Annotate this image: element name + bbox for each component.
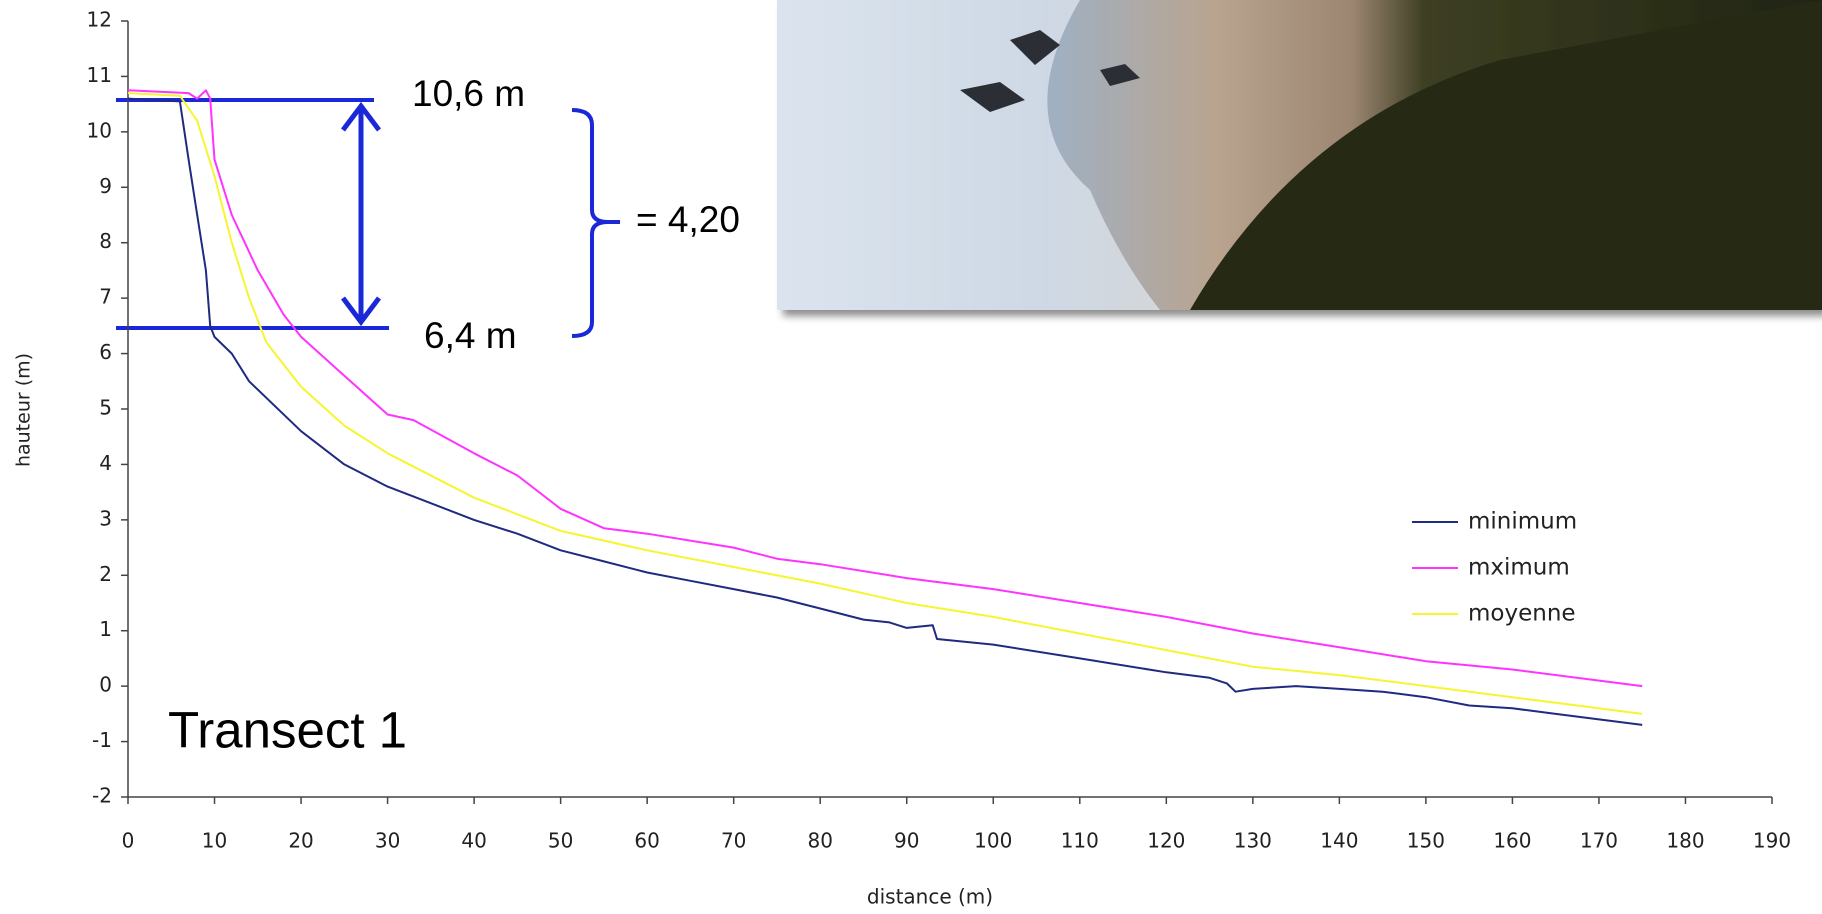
x-tick-label: 0 xyxy=(122,829,135,853)
annotation: = 4,20 xyxy=(636,199,740,240)
x-tick-label: 130 xyxy=(1234,829,1272,853)
x-tick-label: 110 xyxy=(1061,829,1099,853)
photo-wave xyxy=(777,0,1160,310)
legend-label: mximum xyxy=(1468,555,1570,581)
y-tick-label: 1 xyxy=(99,617,112,641)
y-tick-label: 6 xyxy=(99,340,112,364)
x-tick-label: 30 xyxy=(375,829,400,853)
x-tick-label: 60 xyxy=(634,829,659,853)
y-tick-label: 4 xyxy=(99,451,112,475)
arrow-head xyxy=(341,296,381,327)
legend-label: moyenne xyxy=(1468,601,1576,627)
y-tick-label: 7 xyxy=(99,285,112,309)
series-line xyxy=(127,92,1643,715)
x-tick-label: 50 xyxy=(548,829,573,853)
x-tick-label: 100 xyxy=(974,829,1012,853)
y-tick-label: 3 xyxy=(99,506,112,530)
x-tick-label: 140 xyxy=(1320,829,1358,853)
y-tick-label: 8 xyxy=(99,229,112,253)
photo-inset xyxy=(777,0,1822,310)
y-tick-label: 10 xyxy=(87,118,112,142)
y-tick-label: -1 xyxy=(92,728,112,752)
x-tick-label: 170 xyxy=(1580,829,1618,853)
annotation: Transect 1 xyxy=(168,701,407,758)
y-tick-label: 2 xyxy=(99,562,112,586)
annotation: 10,6 m xyxy=(412,73,525,114)
series-line xyxy=(127,97,1643,726)
photo-rocks xyxy=(960,30,1140,112)
series-line xyxy=(127,89,1643,688)
x-tick-label: 160 xyxy=(1493,829,1531,853)
legend-label: minimum xyxy=(1468,509,1577,535)
annotation: 6,4 m xyxy=(424,315,517,356)
y-tick-label: 12 xyxy=(87,8,112,32)
x-tick-label: 120 xyxy=(1147,829,1185,853)
y-tick-label: 9 xyxy=(99,174,112,198)
y-tick-label: -2 xyxy=(92,784,112,808)
x-tick-label: 70 xyxy=(721,829,746,853)
y-tick-label: 0 xyxy=(99,673,112,697)
bracket xyxy=(571,108,609,338)
y-tick-label: 11 xyxy=(87,63,112,87)
x-tick-label: 150 xyxy=(1407,829,1445,853)
x-tick-label: 90 xyxy=(894,829,919,853)
annotation-marks xyxy=(116,98,620,338)
photo-dune xyxy=(1190,0,1822,310)
x-tick-label: 10 xyxy=(202,829,227,853)
x-axis-label: distance (m) xyxy=(867,885,993,909)
x-tick-label: 180 xyxy=(1666,829,1704,853)
arrow-head xyxy=(341,101,381,132)
y-tick-label: 5 xyxy=(99,396,112,420)
x-tick-label: 20 xyxy=(288,829,313,853)
x-tick-label: 40 xyxy=(461,829,486,853)
x-tick-label: 80 xyxy=(807,829,832,853)
x-tick-label: 190 xyxy=(1753,829,1791,853)
y-axis-label: hauteur (m) xyxy=(13,353,35,467)
